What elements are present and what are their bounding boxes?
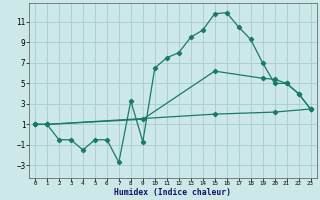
X-axis label: Humidex (Indice chaleur): Humidex (Indice chaleur) — [114, 188, 231, 197]
